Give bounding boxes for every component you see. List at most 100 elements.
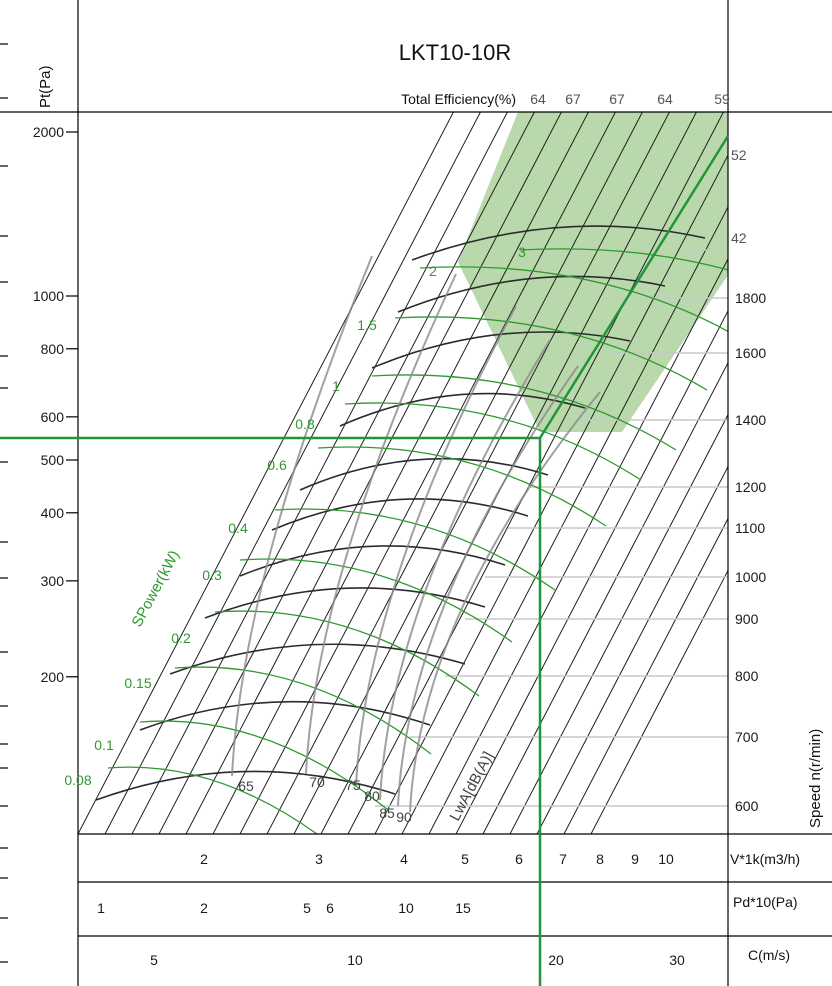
noise-value-label: 85 xyxy=(379,805,395,821)
speed-curve xyxy=(239,545,506,577)
power-value-label: 0.3 xyxy=(202,567,222,583)
speed-axis-ticks: 1800 1600 1400 1200 1100 1000 900 800 700 600 xyxy=(735,290,766,814)
volume-grid-line xyxy=(78,112,454,834)
power-curve xyxy=(344,402,642,481)
y-tick-label: 400 xyxy=(41,505,65,521)
volume-grid-line xyxy=(455,309,728,834)
volume-tick-label: 2 xyxy=(200,851,208,867)
volume-grid-line xyxy=(590,569,728,834)
power-curve xyxy=(317,446,607,527)
noise-curve xyxy=(379,339,551,801)
volume-grid-line xyxy=(131,112,508,834)
power-value-label: 0.15 xyxy=(124,675,151,691)
power-curve xyxy=(139,720,389,811)
power-value-labels: 3 2 1.5 1 0.8 0.6 0.4 0.3 0.2 0.15 0.1 0.08 xyxy=(64,244,526,788)
speed-tick-label: 1600 xyxy=(735,345,766,361)
power-curve xyxy=(214,610,480,697)
volume-grid-line xyxy=(239,112,616,834)
noise-value-label: 65 xyxy=(238,778,254,794)
volume-axis-ticks: 2 3 4 5 6 7 8 9 10 xyxy=(200,851,674,867)
power-value-label: 2 xyxy=(429,263,437,279)
velocity-tick-label: 30 xyxy=(669,952,685,968)
speed-curve xyxy=(397,275,666,313)
dynamic-pressure-tick-label: 2 xyxy=(200,900,208,916)
volume-grid-line xyxy=(293,112,670,834)
efficiency-band xyxy=(458,112,728,432)
left-edge-ticks xyxy=(0,43,8,963)
speed-curve xyxy=(204,587,486,619)
efficiency-value: 67 xyxy=(609,91,625,107)
dynamic-pressure-tick-label: 15 xyxy=(455,900,471,916)
dynamic-pressure-axis-label: Pd*10(Pa) xyxy=(733,894,798,910)
velocity-axis-label: C(m/s) xyxy=(748,947,790,963)
efficiency-values: 64 67 67 64 59 xyxy=(530,91,730,107)
noise-curve xyxy=(305,273,457,775)
power-curve xyxy=(239,558,513,643)
power-value-label: 0.2 xyxy=(171,630,191,646)
dynamic-pressure-ticks: 1 2 5 6 10 15 xyxy=(97,900,471,916)
noise-value-label: 70 xyxy=(309,774,325,790)
power-curve xyxy=(394,316,708,391)
efficiency-value: 59 xyxy=(714,91,730,107)
noise-curve xyxy=(355,305,517,787)
efficiency-value: 67 xyxy=(565,91,581,107)
power-value-label: 3 xyxy=(518,244,526,260)
y-tick-label: 2000 xyxy=(33,124,64,140)
volume-tick-label: 10 xyxy=(658,851,674,867)
volume-tick-label: 6 xyxy=(515,851,523,867)
y-tick-label: 800 xyxy=(41,341,65,357)
noise-value-label: 80 xyxy=(364,788,380,804)
volume-tick-label: 9 xyxy=(631,851,639,867)
efficiency-header: Total Efficiency(%) xyxy=(401,91,516,107)
y-tick-label: 500 xyxy=(41,452,65,468)
speed-tick-label: 1200 xyxy=(735,479,766,495)
noise-upper-label: 42 xyxy=(731,230,747,246)
power-axis-label: SPower(kW) xyxy=(129,548,184,630)
volume-tick-label: 4 xyxy=(400,851,408,867)
velocity-tick-label: 5 xyxy=(150,952,158,968)
power-curve xyxy=(274,508,556,591)
noise-upper-label: 52 xyxy=(731,147,747,163)
noise-curves xyxy=(231,255,601,813)
volume-grid-line xyxy=(266,112,643,834)
y-tick-label: 300 xyxy=(41,573,65,589)
power-value-label: 0.08 xyxy=(64,772,91,788)
efficiency-value: 64 xyxy=(657,91,673,107)
volume-grid-line xyxy=(212,112,589,834)
volume-grid-line xyxy=(482,361,728,834)
speed-tick-label: 800 xyxy=(735,668,759,684)
volume-grid-line xyxy=(401,205,728,834)
power-curve xyxy=(174,666,432,755)
speed-tick-label: 1400 xyxy=(735,412,766,428)
speed-tick-label: 600 xyxy=(735,798,759,814)
power-value-label: 0.6 xyxy=(267,457,287,473)
efficiency-value: 64 xyxy=(530,91,546,107)
volume-grid-line xyxy=(563,517,728,834)
power-curve xyxy=(519,248,728,271)
speed-tick-label: 1100 xyxy=(735,520,765,536)
y-tick-label: 1000 xyxy=(33,288,64,304)
power-value-label: 0.8 xyxy=(295,416,315,432)
speed-curve xyxy=(299,457,549,491)
speed-tick-label: 1000 xyxy=(735,569,766,585)
power-value-label: 0.1 xyxy=(94,737,114,753)
dynamic-pressure-tick-label: 1 xyxy=(97,900,105,916)
speed-tick-label: 900 xyxy=(735,611,759,627)
y-axis-label: Pt(Pa) xyxy=(37,65,54,108)
dynamic-pressure-tick-label: 6 xyxy=(326,900,334,916)
power-curve xyxy=(371,374,677,451)
speed-tick-label: 1800 xyxy=(735,290,766,306)
dynamic-pressure-tick-label: 10 xyxy=(398,900,414,916)
velocity-tick-label: 20 xyxy=(548,952,564,968)
y-axis-ticks: 2000 1000 800 600 500 400 300 200 xyxy=(33,124,78,685)
velocity-axis-ticks: 5 10 20 30 xyxy=(150,952,685,968)
noise-value-label: 90 xyxy=(396,809,412,825)
noise-value-label: 75 xyxy=(345,777,361,793)
noise-curve xyxy=(397,365,579,807)
velocity-tick-label: 10 xyxy=(347,952,363,968)
dynamic-pressure-tick-label: 5 xyxy=(303,900,311,916)
speed-tick-label: 700 xyxy=(735,729,759,745)
speed-curve xyxy=(411,225,706,261)
volume-tick-label: 7 xyxy=(559,851,567,867)
